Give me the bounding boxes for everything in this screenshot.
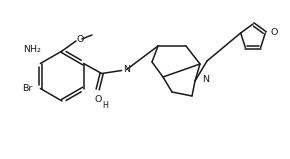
Text: H: H: [103, 101, 108, 111]
Text: O: O: [270, 28, 278, 38]
Text: NH₂: NH₂: [23, 45, 41, 53]
Text: Br: Br: [22, 84, 32, 93]
Text: O: O: [76, 35, 84, 45]
Text: O: O: [95, 96, 102, 104]
Text: N: N: [202, 75, 209, 83]
Text: N: N: [123, 65, 130, 74]
